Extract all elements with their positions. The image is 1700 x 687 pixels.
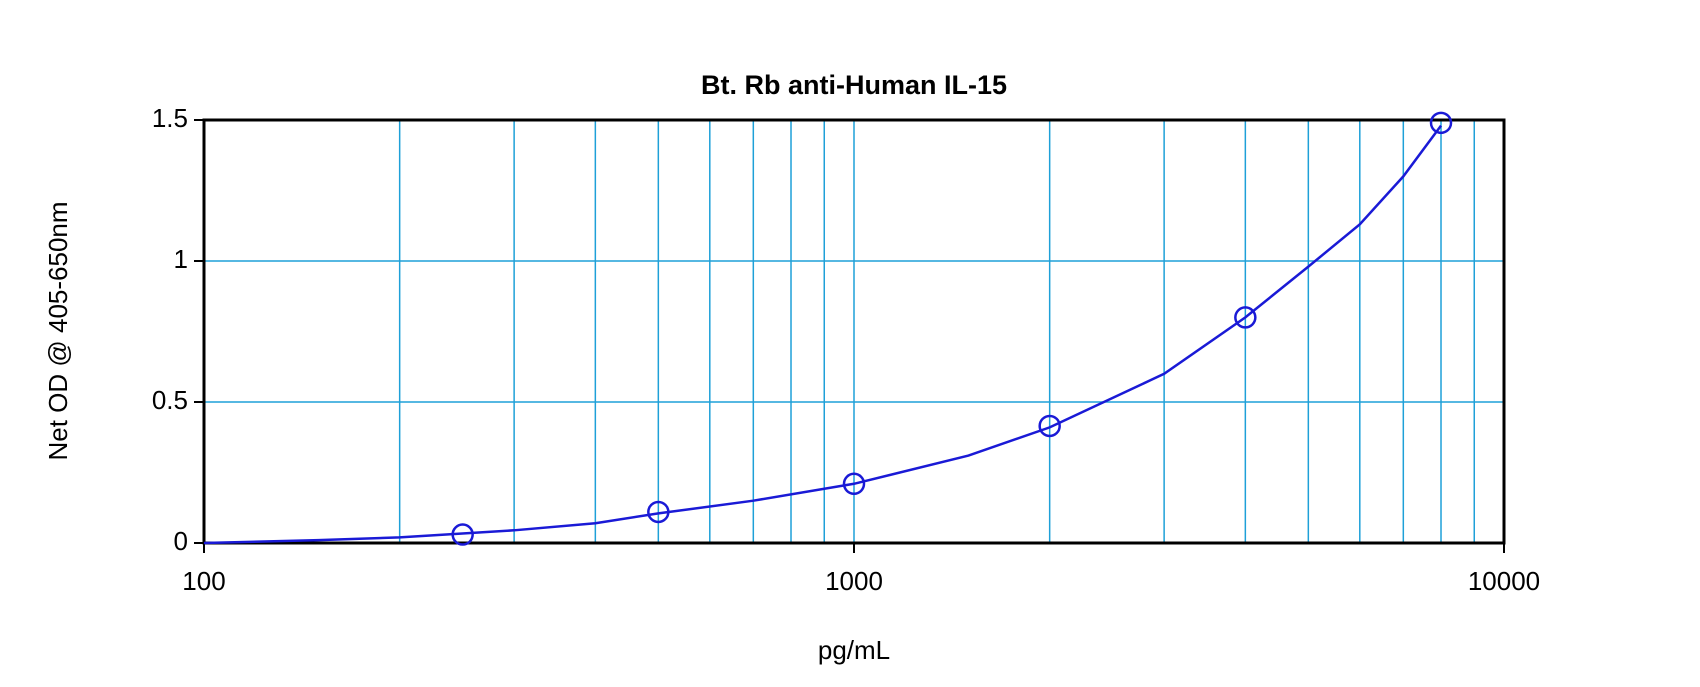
chart-title: Bt. Rb anti-Human IL-15: [701, 70, 1007, 100]
y-tick-label: 0.5: [152, 385, 188, 415]
y-axis-label: Net OD @ 405-650nm: [43, 201, 73, 460]
data-point: [1234, 306, 1257, 329]
x-tick-label: 100: [182, 566, 225, 596]
data-point: [842, 472, 866, 496]
data-point: [1429, 111, 1453, 135]
x-tick-label: 10000: [1468, 566, 1540, 596]
x-axis-label: pg/mL: [818, 635, 890, 665]
y-tick-label: 1.5: [152, 103, 188, 133]
x-tick-label: 1000: [825, 566, 883, 596]
y-tick-label: 0: [174, 526, 188, 556]
data-point: [1038, 414, 1061, 438]
fit-curve: [203, 124, 1443, 545]
y-tick-label: 1: [174, 244, 188, 274]
